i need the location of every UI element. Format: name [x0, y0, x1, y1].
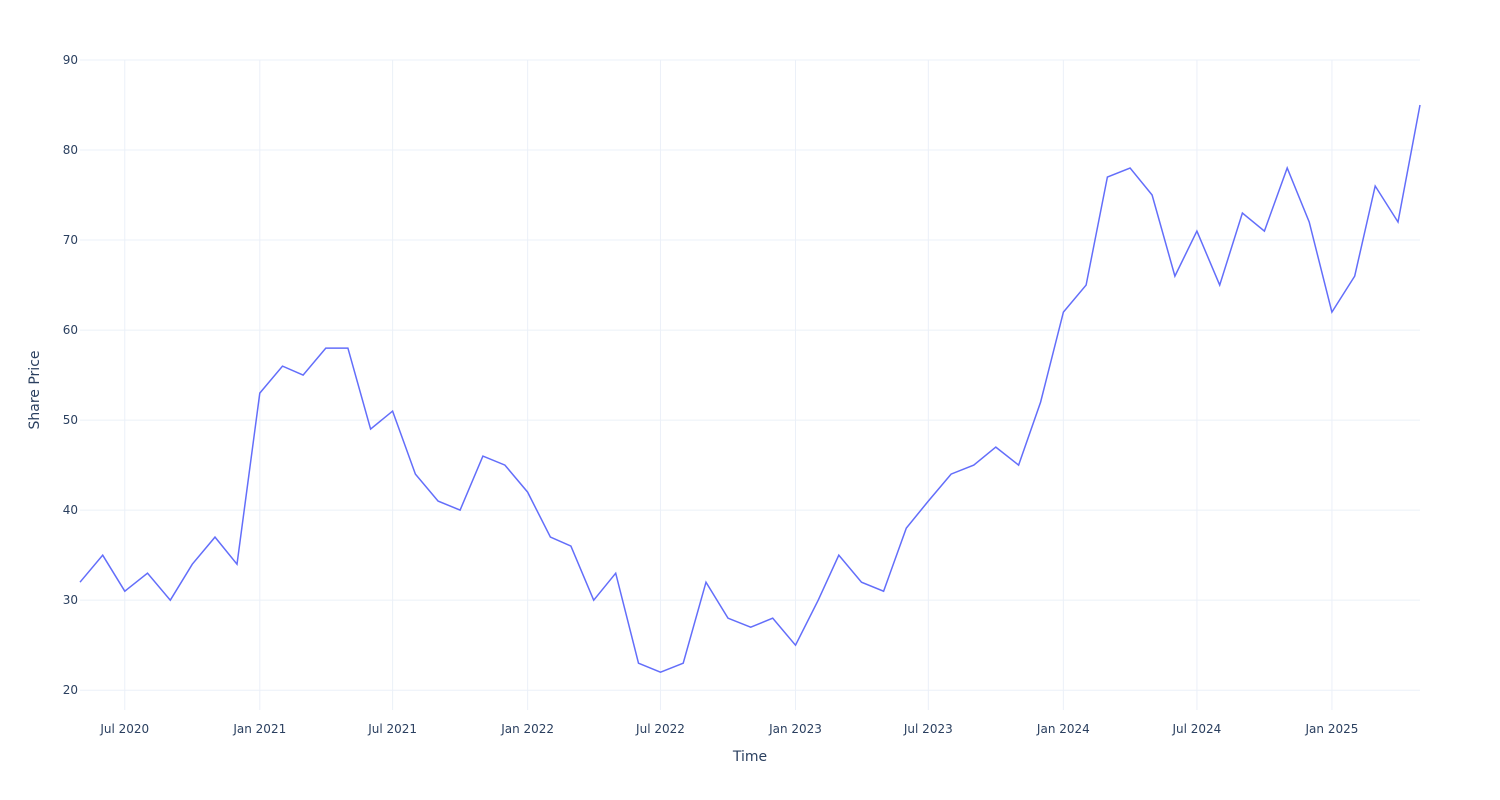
x-tick-label: Jan 2022 [500, 722, 554, 736]
x-tick-label: Jan 2024 [1036, 722, 1090, 736]
x-tick-label: Jan 2025 [1305, 722, 1359, 736]
y-tick-label: 30 [63, 593, 78, 607]
x-tick-label: Jul 2024 [1171, 722, 1221, 736]
x-tick-label: Jul 2023 [903, 722, 953, 736]
y-tick-label: 60 [63, 323, 78, 337]
x-tick-label: Jul 2021 [367, 722, 417, 736]
x-tick-label: Jan 2023 [768, 722, 822, 736]
x-tick-label: Jul 2022 [635, 722, 685, 736]
x-tick-label: Jan 2021 [232, 722, 286, 736]
y-tick-label: 20 [63, 683, 78, 697]
y-tick-label: 40 [63, 503, 78, 517]
x-tick-label: Jul 2020 [99, 722, 149, 736]
x-axis-title: Time [732, 749, 767, 765]
y-tick-label: 50 [63, 413, 78, 427]
y-tick-label: 70 [63, 233, 78, 247]
y-tick-label: 90 [63, 53, 78, 67]
y-tick-label: 80 [63, 143, 78, 157]
y-axis-title: Share Price [27, 350, 43, 429]
price-line [79, 104, 1421, 674]
